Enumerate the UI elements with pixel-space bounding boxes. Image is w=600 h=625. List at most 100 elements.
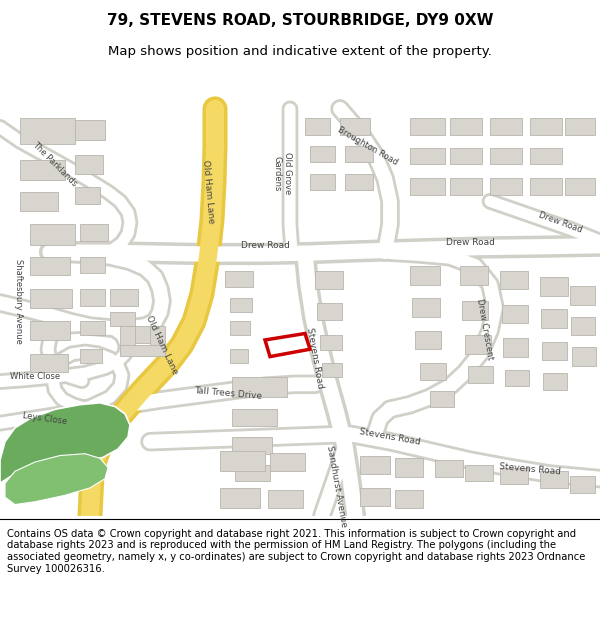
Bar bbox=[430, 391, 454, 408]
Bar bbox=[505, 369, 529, 386]
Bar bbox=[490, 118, 522, 135]
Bar bbox=[220, 488, 260, 508]
Bar bbox=[450, 148, 482, 164]
Bar bbox=[410, 178, 445, 195]
Text: Map shows position and indicative extent of the property.: Map shows position and indicative extent… bbox=[108, 45, 492, 58]
Bar bbox=[305, 118, 330, 135]
Bar bbox=[502, 305, 528, 323]
Bar bbox=[150, 326, 165, 354]
Bar bbox=[490, 148, 522, 164]
Bar bbox=[540, 277, 568, 296]
Bar bbox=[541, 309, 567, 328]
Text: Drew Road: Drew Road bbox=[446, 238, 494, 248]
Bar bbox=[317, 303, 342, 319]
Bar bbox=[450, 178, 482, 195]
Bar bbox=[503, 338, 528, 357]
Bar bbox=[412, 298, 440, 317]
Polygon shape bbox=[0, 403, 130, 516]
Bar bbox=[490, 178, 522, 195]
Bar bbox=[468, 366, 493, 382]
Polygon shape bbox=[5, 454, 108, 504]
Text: The Parklands: The Parklands bbox=[31, 140, 79, 188]
Bar bbox=[80, 349, 102, 363]
Bar bbox=[110, 289, 138, 306]
Bar bbox=[570, 286, 595, 305]
Bar bbox=[565, 118, 595, 135]
Bar bbox=[465, 336, 491, 354]
Bar bbox=[540, 471, 568, 488]
Text: Old Ham Lane: Old Ham Lane bbox=[201, 160, 215, 224]
Text: Stevens Road: Stevens Road bbox=[359, 428, 421, 447]
Bar bbox=[360, 488, 390, 506]
Bar bbox=[110, 312, 135, 326]
Bar bbox=[20, 160, 65, 180]
Text: Old Grove
Gardens: Old Grove Gardens bbox=[272, 152, 292, 195]
Bar bbox=[80, 321, 105, 336]
Text: Tall Trees Drive: Tall Trees Drive bbox=[194, 386, 262, 401]
Bar bbox=[500, 271, 528, 289]
Bar bbox=[543, 373, 567, 390]
Bar bbox=[268, 490, 303, 508]
Bar bbox=[75, 155, 103, 174]
Bar bbox=[462, 301, 488, 319]
Bar bbox=[415, 331, 441, 349]
Bar bbox=[30, 257, 70, 275]
Bar bbox=[270, 452, 305, 471]
Bar bbox=[75, 120, 105, 140]
Bar bbox=[80, 257, 105, 273]
Bar bbox=[530, 178, 562, 195]
Bar bbox=[450, 118, 482, 135]
Bar bbox=[30, 354, 68, 372]
Bar bbox=[530, 148, 562, 164]
Bar bbox=[75, 188, 100, 204]
Bar bbox=[230, 298, 252, 312]
Bar bbox=[345, 146, 373, 162]
Bar bbox=[315, 271, 343, 289]
Bar bbox=[130, 326, 152, 342]
Bar bbox=[320, 336, 342, 350]
Text: Shaftesbury Avenue: Shaftesbury Avenue bbox=[13, 259, 23, 344]
Bar bbox=[220, 451, 265, 471]
Text: Old Ham Lane: Old Ham Lane bbox=[145, 314, 179, 376]
Bar bbox=[120, 326, 135, 354]
Text: Leys Close: Leys Close bbox=[22, 411, 68, 426]
Bar bbox=[565, 178, 595, 195]
Bar bbox=[410, 266, 440, 284]
Bar bbox=[322, 363, 342, 377]
Bar bbox=[310, 174, 335, 190]
Text: Drew Road: Drew Road bbox=[537, 211, 583, 234]
Text: Stevens Road: Stevens Road bbox=[499, 462, 561, 477]
Bar bbox=[232, 377, 287, 398]
Text: Stevens Road: Stevens Road bbox=[305, 328, 325, 390]
Bar bbox=[435, 460, 463, 477]
Bar bbox=[232, 437, 272, 454]
Bar bbox=[395, 458, 423, 477]
Bar bbox=[420, 363, 446, 380]
Text: Broughton Road: Broughton Road bbox=[337, 125, 400, 167]
Text: Drew Road: Drew Road bbox=[241, 241, 289, 250]
Bar bbox=[570, 476, 595, 492]
Bar bbox=[572, 348, 596, 366]
Bar bbox=[232, 409, 277, 426]
Bar bbox=[30, 289, 72, 308]
Bar bbox=[530, 118, 562, 135]
Text: Contains OS data © Crown copyright and database right 2021. This information is : Contains OS data © Crown copyright and d… bbox=[7, 529, 586, 574]
Bar bbox=[120, 344, 165, 356]
Bar bbox=[235, 465, 270, 481]
Bar bbox=[542, 342, 567, 360]
Bar bbox=[230, 321, 250, 336]
Bar bbox=[410, 148, 445, 164]
Bar bbox=[230, 349, 248, 363]
Bar bbox=[80, 289, 105, 306]
Bar bbox=[465, 465, 493, 481]
Bar bbox=[410, 118, 445, 135]
Bar bbox=[30, 224, 75, 245]
Bar bbox=[340, 118, 370, 135]
Bar bbox=[310, 146, 335, 162]
Text: Sandhurst Avenue: Sandhurst Avenue bbox=[325, 444, 349, 528]
Text: White Close: White Close bbox=[10, 372, 60, 381]
Bar bbox=[395, 490, 423, 508]
Bar bbox=[460, 266, 488, 284]
Bar bbox=[345, 174, 373, 190]
Bar bbox=[500, 468, 528, 484]
